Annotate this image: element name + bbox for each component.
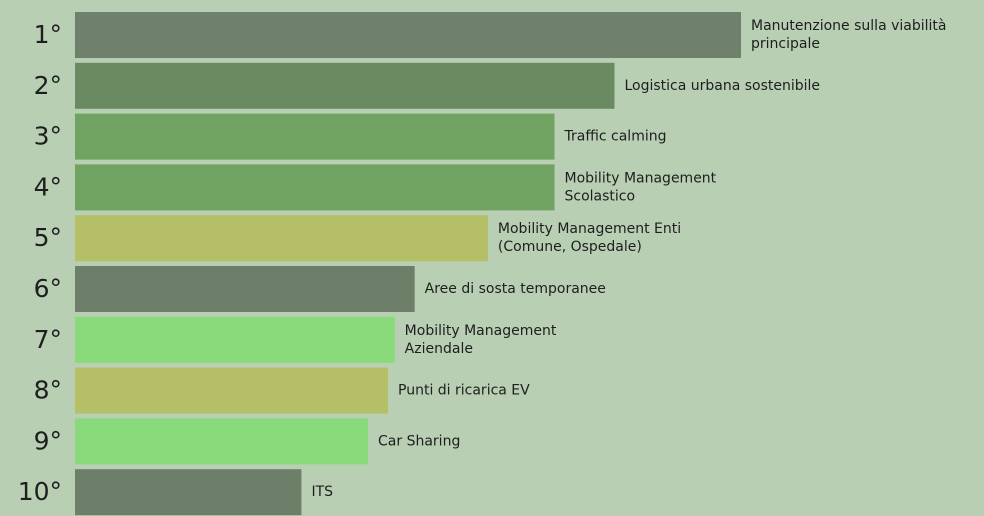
bar-label: Logistica urbana sostenibile [624,78,820,94]
rank-label: 9° [34,426,62,455]
bar [75,12,741,58]
bar-label: Aree di sosta temporanee [425,281,606,297]
rank-label: 7° [34,325,62,354]
rank-label: 3° [34,122,62,151]
bar [75,367,389,414]
bar-label: Car Sharing [378,433,460,449]
bar [75,316,395,363]
bar [75,418,369,465]
bar [75,164,555,211]
bar-label: ITS [311,484,333,500]
bar-label: Punti di ricarica EV [398,383,530,399]
bar-label: Mobility Management Enti [498,221,681,237]
bar-label: Traffic calming [564,129,667,145]
bar-label: Mobility Management [405,323,557,339]
bar-label: principale [751,36,820,52]
bar-label: (Comune, Ospedale) [498,239,642,255]
bar [75,266,415,312]
bar [75,469,302,516]
rank-label: 8° [34,376,62,405]
bar-label: Scolastico [565,188,636,204]
bar [75,62,615,109]
bar-label: Aziendale [405,341,473,357]
bar-label: Mobility Management [565,170,717,186]
bar [75,113,555,160]
rank-label: 5° [34,223,62,252]
rank-label: 4° [34,172,62,201]
rank-label: 2° [34,71,62,100]
bar-label: Manutenzione sulla viabilità [751,18,946,34]
rank-label: 10° [18,477,62,506]
rank-label: 1° [34,20,62,49]
bar [75,215,488,262]
rank-label: 6° [34,274,62,303]
